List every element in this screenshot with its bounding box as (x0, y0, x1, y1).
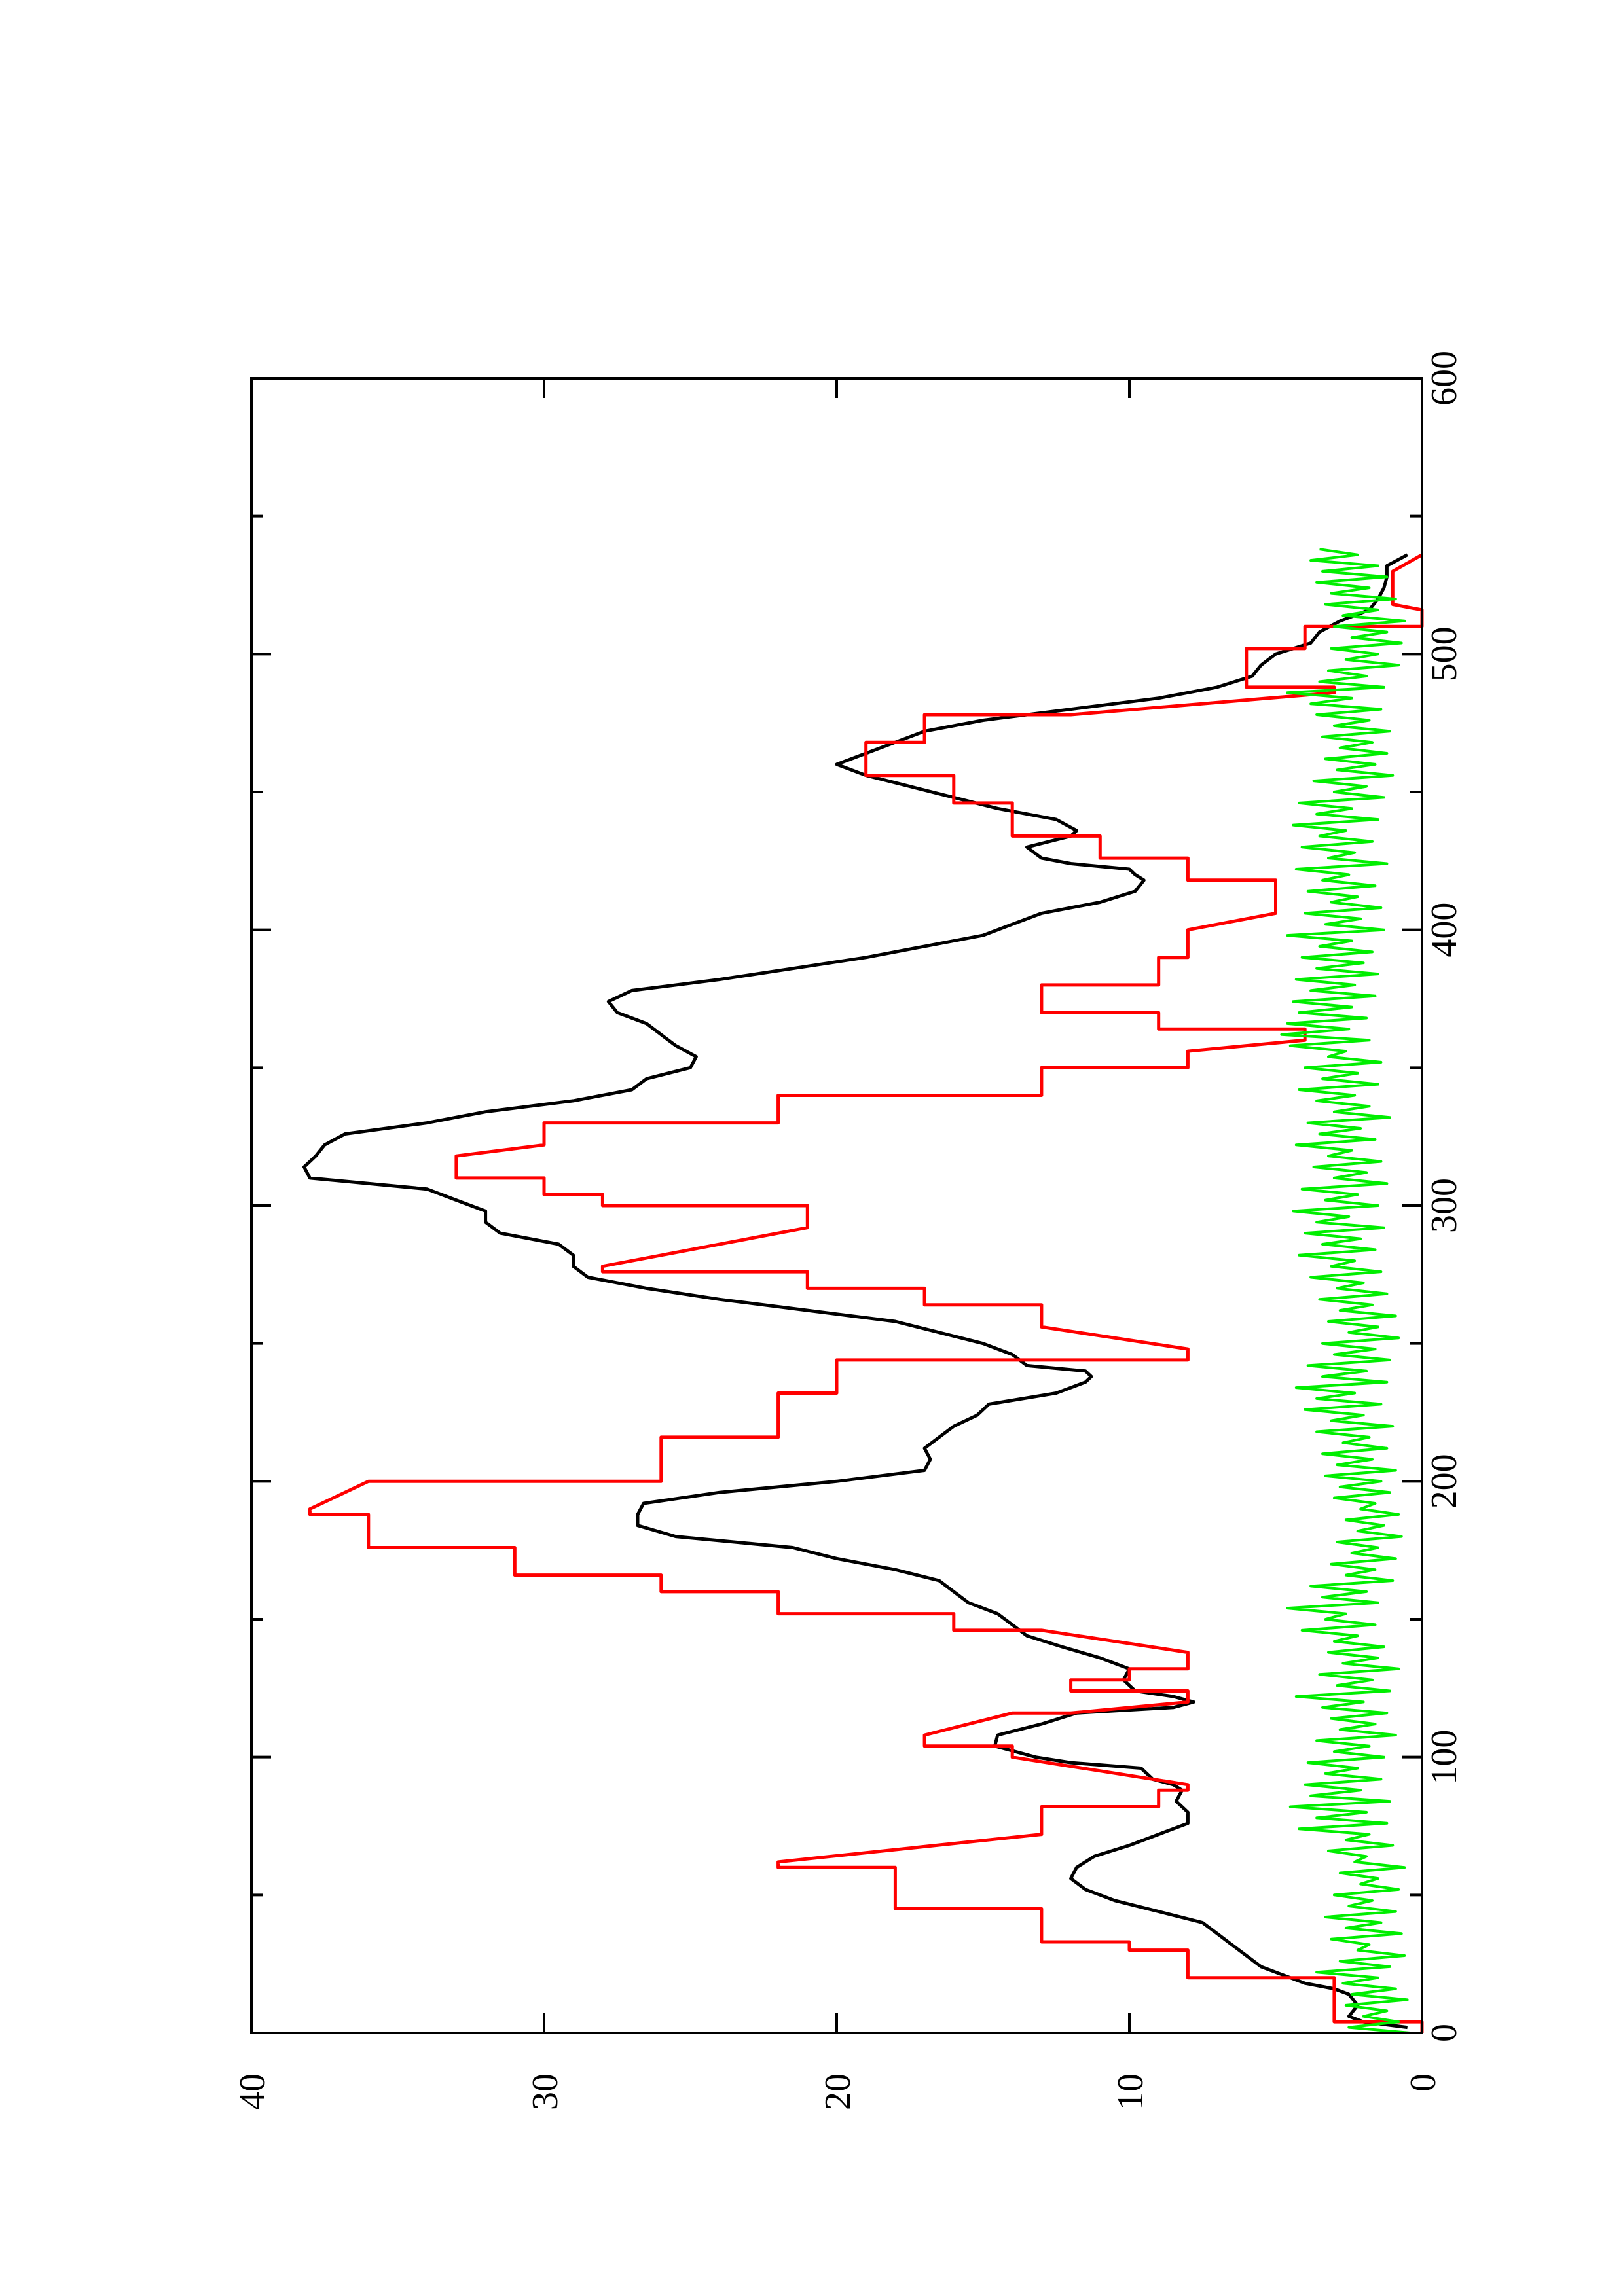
x-tick-label: 100 (1424, 1730, 1465, 1785)
x-tick-label: 500 (1424, 626, 1465, 681)
x-tick-label: 600 (1424, 351, 1465, 406)
ticks-layer (250, 377, 1423, 2034)
tick-labels-layer: 0 100 200 300 400 500 600 0 10 20 30 40 (232, 351, 1465, 2110)
series-layer (302, 548, 1424, 2034)
x-tick-label: 300 (1424, 1178, 1465, 1233)
red-series-line (308, 553, 1424, 2033)
y-tick-label: 10 (1110, 2073, 1151, 2110)
y-tick-label: 40 (232, 2073, 273, 2110)
y-tick-label: 20 (818, 2073, 858, 2110)
y-tick-label: 30 (525, 2073, 566, 2110)
x-tick-label: 200 (1424, 1454, 1465, 1509)
x-tick-label: 0 (1424, 2024, 1465, 2042)
y-tick-label: 0 (1403, 2073, 1444, 2092)
x-tick-label: 400 (1424, 903, 1465, 958)
green-series-line (1280, 548, 1411, 2034)
